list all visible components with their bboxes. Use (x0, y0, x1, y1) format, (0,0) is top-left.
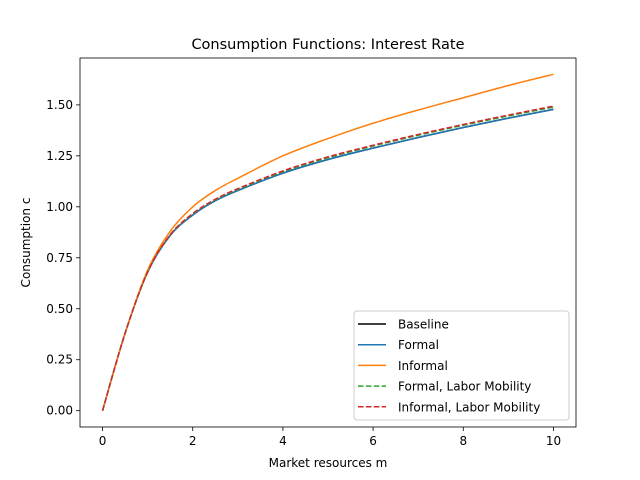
legend-label: Formal (398, 338, 439, 352)
x-tick-label: 10 (546, 434, 561, 448)
legend-box (353, 310, 570, 421)
x-axis-label: Market resources m (269, 456, 388, 470)
x-axis-ticks: 0 2 4 6 8 10 (99, 427, 561, 448)
legend-label: Informal (398, 359, 448, 373)
x-tick-label: 2 (189, 434, 197, 448)
x-tick-label: 4 (279, 434, 287, 448)
x-tick-label: 0 (99, 434, 107, 448)
series-line-2 (101, 73, 554, 411)
axes-frame (79, 57, 577, 428)
legend-label: Informal, Labor Mobility (398, 400, 540, 414)
chart-title: Consumption Functions: Interest Rate (191, 37, 464, 53)
y-tick-label: 1.00 (46, 200, 73, 214)
y-tick-label: 1.50 (46, 98, 73, 112)
x-tick-label: 8 (459, 434, 467, 448)
series-group (101, 73, 554, 411)
y-tick-label: 0.25 (46, 353, 73, 367)
y-tick-label: 0.50 (46, 302, 73, 316)
y-tick-label: 0.75 (46, 251, 73, 265)
series-line-4 (101, 105, 554, 411)
x-tick-label: 6 (369, 434, 377, 448)
legend-label: Formal, Labor Mobility (398, 380, 531, 394)
legend: Baseline Formal Informal Formal, Labor Mobi… (353, 310, 570, 421)
plot-area: 0 2 4 6 8 10 0.00 0.25 0.50 0.75 1.00 1.25 1.50 (46, 57, 577, 448)
y-tick-label: 1.25 (46, 149, 73, 163)
legend-label: Baseline (398, 318, 449, 332)
y-axis-ticks: 0.00 0.25 0.50 0.75 1.00 1.25 1.50 (46, 98, 80, 418)
y-tick-label: 0.00 (46, 404, 73, 418)
y-axis-label: Consumption c (19, 198, 33, 288)
